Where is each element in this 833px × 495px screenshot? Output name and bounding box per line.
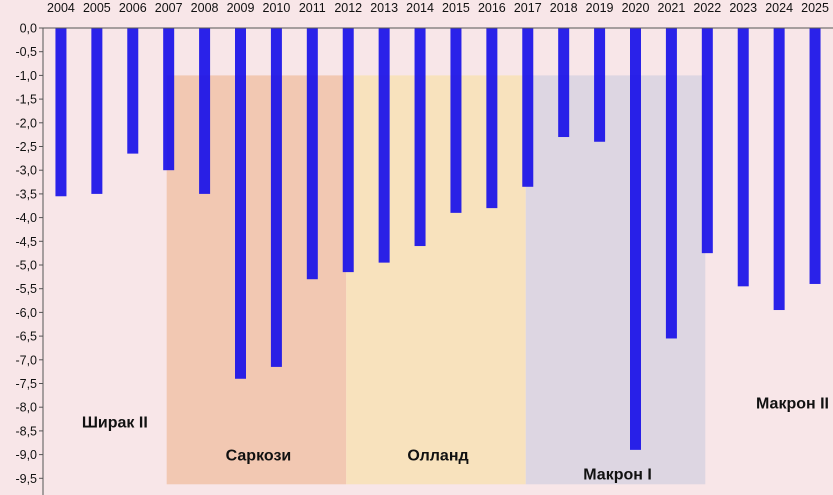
period-bands	[166, 75, 706, 485]
bar	[55, 28, 67, 197]
bar	[163, 28, 175, 171]
x-tick-label: 2011	[299, 1, 326, 15]
bar	[306, 28, 318, 280]
y-tick-label: -2,0	[15, 116, 37, 130]
x-tick-label: 2014	[406, 1, 434, 15]
period-label: Макрон I	[583, 467, 652, 484]
x-tick-label: 2023	[729, 1, 757, 15]
y-tick-label: -5,0	[15, 259, 37, 273]
x-tick-label: 2021	[658, 1, 686, 15]
y-tick-label: -1,5	[15, 93, 37, 107]
period-label: Макрон II	[756, 395, 829, 412]
bar	[522, 28, 534, 187]
bar	[737, 28, 749, 287]
bar	[809, 28, 821, 284]
y-tick-label: 0,0	[20, 22, 37, 36]
bar	[127, 28, 139, 154]
y-tick-label: -9,0	[15, 448, 37, 462]
x-tick-label: 2015	[442, 1, 470, 15]
x-tick-label: 2008	[191, 1, 219, 15]
period-band	[346, 75, 526, 485]
x-tick-label: 2018	[550, 1, 578, 15]
x-tick-label: 2005	[83, 1, 111, 15]
bar	[665, 28, 677, 339]
period-label: Олланд	[407, 448, 468, 465]
period-band	[525, 75, 706, 485]
x-tick-label: 2009	[227, 1, 255, 15]
y-tick-label: -3,0	[15, 164, 37, 178]
y-tick-label: -9,5	[15, 472, 37, 486]
bar	[701, 28, 713, 254]
x-tick-label: 2019	[586, 1, 614, 15]
y-tick-label: -7,0	[15, 353, 37, 367]
x-tick-label: 2004	[47, 1, 75, 15]
bar	[630, 28, 641, 450]
x-tick-label: 2025	[801, 1, 829, 15]
x-tick-label: 2010	[263, 1, 291, 15]
bar	[342, 28, 354, 273]
x-tick-label: 2017	[514, 1, 542, 15]
period-labels: Ширак II Саркози Олланд Макрон I Макрон II	[82, 395, 829, 483]
period-label: Саркози	[226, 448, 292, 465]
bar	[199, 28, 211, 194]
y-tick-label: -6,0	[15, 306, 37, 320]
y-tick-label: -4,0	[15, 211, 37, 225]
bar	[773, 28, 785, 311]
y-tick-label: -8,5	[15, 424, 37, 438]
y-tick-label: -4,5	[15, 235, 37, 249]
y-tick-label: -3,5	[15, 187, 37, 201]
bar	[594, 28, 606, 142]
x-tick-label: 2012	[334, 1, 362, 15]
y-tick-label: -6,5	[15, 330, 37, 344]
x-tick-label: 2006	[119, 1, 147, 15]
x-tick-label: 2024	[765, 1, 793, 15]
period-band	[166, 75, 347, 485]
y-tick-label: -8,0	[15, 401, 37, 415]
bar	[414, 28, 426, 247]
x-tick-label: 2013	[370, 1, 398, 15]
bar	[558, 28, 570, 138]
axes: 0,0 -0,5 -1,0 -1,5 -2,0 -2,5 -3,0 -3,5 -4,0 -4,5 -…	[15, 1, 833, 495]
bars	[55, 28, 821, 450]
y-tick-label: -1,0	[15, 69, 37, 83]
x-tick-label: 2016	[478, 1, 506, 15]
x-tick-label: 2007	[155, 1, 183, 15]
y-tick-label: -0,5	[15, 45, 37, 59]
bar	[486, 28, 498, 209]
bar	[450, 28, 462, 213]
bar	[91, 28, 103, 194]
y-tick-label: -2,5	[15, 140, 37, 154]
bar	[235, 28, 246, 379]
bar	[270, 28, 282, 367]
x-tick-label: 2022	[693, 1, 721, 15]
bar	[378, 28, 390, 263]
y-tick-label: -5,5	[15, 282, 37, 296]
period-label: Ширак II	[82, 414, 148, 431]
y-tick-label: -7,5	[15, 377, 37, 391]
x-tick-label: 2020	[622, 1, 650, 15]
